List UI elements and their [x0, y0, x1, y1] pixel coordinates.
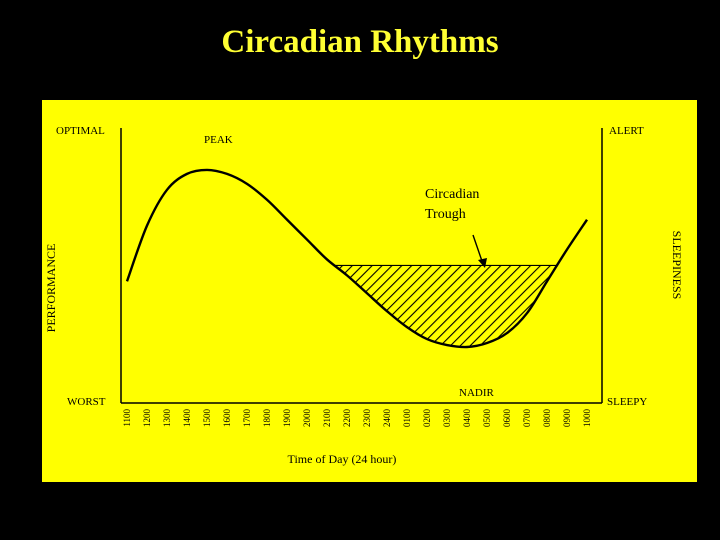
x-tick-label: 1100	[122, 409, 132, 427]
x-tick-label: 2300	[362, 409, 372, 428]
circadian-chart: OPTIMAL WORST ALERT SLEEPY PERFORMANCE S…	[44, 125, 684, 466]
x-tick-label: 0100	[402, 409, 412, 428]
x-tick-label: 2000	[302, 409, 312, 428]
x-tick-label: 0900	[562, 409, 572, 428]
x-tick-label: 1600	[222, 409, 232, 428]
x-axis-title: Time of Day (24 hour)	[288, 452, 397, 466]
x-tick-label: 2100	[322, 409, 332, 428]
circadian-trough-label: Circadian Trough	[425, 187, 483, 222]
trough-arrowhead	[478, 258, 487, 268]
x-tick-label: 1200	[142, 409, 152, 428]
peak-label: PEAK	[204, 134, 233, 146]
x-tick-label: 1400	[182, 409, 192, 428]
performance-curve	[125, 168, 588, 349]
worst-label: WORST	[67, 396, 106, 408]
sleepy-label: SLEEPY	[607, 396, 647, 408]
x-tick-label: 0500	[482, 409, 492, 428]
x-tick-label: 2400	[382, 409, 392, 428]
performance-axis-label: PERFORMANCE	[44, 244, 58, 333]
x-tick-label: 1000	[582, 409, 592, 428]
x-tick-label: 0300	[442, 409, 452, 428]
x-tick-label: 1300	[162, 409, 172, 428]
circadian-trough-area	[332, 264, 559, 348]
nadir-label: NADIR	[459, 387, 494, 399]
optimal-label: OPTIMAL	[56, 125, 105, 137]
trough-arrow-line	[472, 234, 484, 265]
x-tick-label: 1500	[202, 409, 212, 428]
sleepiness-axis-label: SLEEPINESS	[670, 231, 684, 300]
x-tick-label: 0600	[502, 409, 512, 428]
x-tick-label: 0400	[462, 409, 472, 428]
alert-label: ALERT	[609, 125, 644, 137]
x-tick-labels: 1100 1200 1300 1400 1500 1600 1700 1800 1900 2000…	[122, 409, 592, 428]
x-tick-label: 1700	[242, 409, 252, 428]
x-tick-label: 1900	[282, 409, 292, 428]
x-tick-label: 0800	[542, 409, 552, 428]
x-tick-label: 2200	[342, 409, 352, 428]
chart-panel: OPTIMAL WORST ALERT SLEEPY PERFORMANCE S…	[42, 100, 697, 482]
x-tick-label: 0700	[522, 409, 532, 428]
x-tick-label: 0200	[422, 409, 432, 428]
x-tick-label: 1800	[262, 409, 272, 428]
slide-title: Circadian Rhythms	[221, 24, 499, 60]
